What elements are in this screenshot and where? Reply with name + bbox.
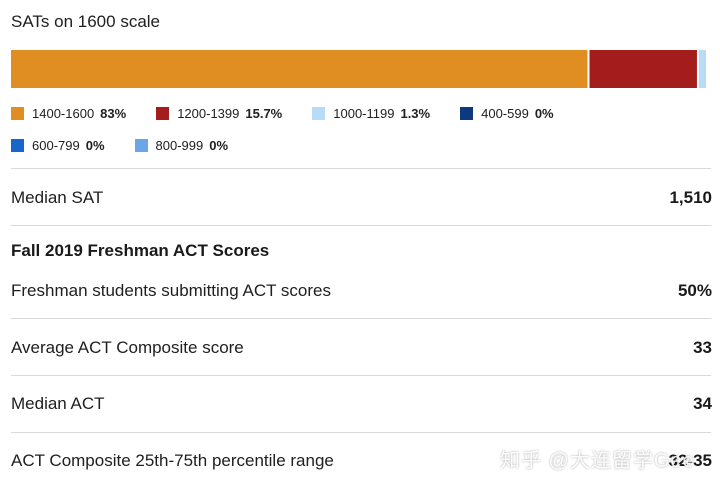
stacked-bar <box>11 50 708 88</box>
stat-row: ACT Composite 25th-75th percentile range… <box>11 448 712 474</box>
stat-row: Freshman students submitting ACT scores … <box>11 278 712 304</box>
bar-segment-1000-1199 <box>698 50 706 88</box>
chart-legend: 1400-1600 83% 1200-1399 15.7% 1000-1199 1.3% 4… <box>11 103 711 167</box>
legend-item: 1000-1199 1.3% <box>312 106 430 121</box>
legend-value: 0% <box>534 105 554 121</box>
divider <box>11 225 711 226</box>
legend-label: 800-999 <box>155 137 204 153</box>
median-sat-row: Median SAT 1,510 <box>11 185 712 211</box>
legend-label: 400-599 <box>481 105 529 121</box>
legend-label: 600-799 <box>32 137 80 153</box>
legend-value: 83% <box>100 105 127 121</box>
legend-swatch <box>460 106 474 120</box>
median-sat-label: Median SAT <box>11 188 104 207</box>
legend-swatch <box>312 106 326 120</box>
legend-item: 800-999 0% <box>134 137 229 153</box>
stat-row: Average ACT Composite score 33 <box>11 335 712 361</box>
legend-label: 1000-1199 <box>333 105 395 121</box>
stat-label: ACT Composite 25th-75th percentile range <box>11 451 334 470</box>
divider <box>11 375 711 376</box>
legend-value: 15.7% <box>245 105 283 121</box>
bar-segment-1200-1399 <box>589 50 697 88</box>
act-section-title: Fall 2019 Freshman ACT Scores <box>11 241 270 260</box>
bar-segment-1400-1600 <box>11 50 588 88</box>
legend-value: 1.3% <box>400 105 431 121</box>
stat-label: Freshman students submitting ACT scores <box>11 281 331 300</box>
stat-value: 34 <box>693 394 712 413</box>
legend-swatch <box>11 138 24 152</box>
legend-item: 600-799 0% <box>11 138 105 153</box>
watermark: 知乎 @大连留学Gee <box>500 450 695 472</box>
legend-swatch <box>134 138 148 152</box>
legend-swatch <box>11 106 24 120</box>
legend-item: 400-599 0% <box>460 106 554 121</box>
stat-label: Median ACT <box>11 394 105 413</box>
legend-swatch <box>156 106 170 120</box>
median-sat-value: 1,510 <box>669 188 712 207</box>
stat-value: 32-35 <box>668 451 712 470</box>
legend-row: 1400-1600 83% 1200-1399 15.7% 1000-1199 1.3% 4… <box>11 103 711 123</box>
legend-label: 1200-1399 <box>177 105 240 121</box>
stacked-bar-svg <box>11 50 706 88</box>
legend-label: 1400-1600 <box>32 105 95 121</box>
divider <box>11 432 711 433</box>
divider <box>11 168 711 169</box>
legend-item: 1200-1399 15.7% <box>156 106 282 121</box>
stat-row: Median ACT 34 <box>11 391 712 417</box>
legend-value: 0% <box>85 137 105 153</box>
legend-item: 1400-1600 83% <box>11 106 126 121</box>
stat-value: 33 <box>693 338 712 357</box>
chart-title: SATs on 1600 scale <box>11 12 160 31</box>
stat-value: 50% <box>677 281 712 300</box>
stat-label: Average ACT Composite score <box>11 338 244 357</box>
legend-row: 600-799 0% 800-999 0% <box>11 135 711 155</box>
legend-value: 0% <box>209 137 229 153</box>
divider <box>11 318 711 319</box>
